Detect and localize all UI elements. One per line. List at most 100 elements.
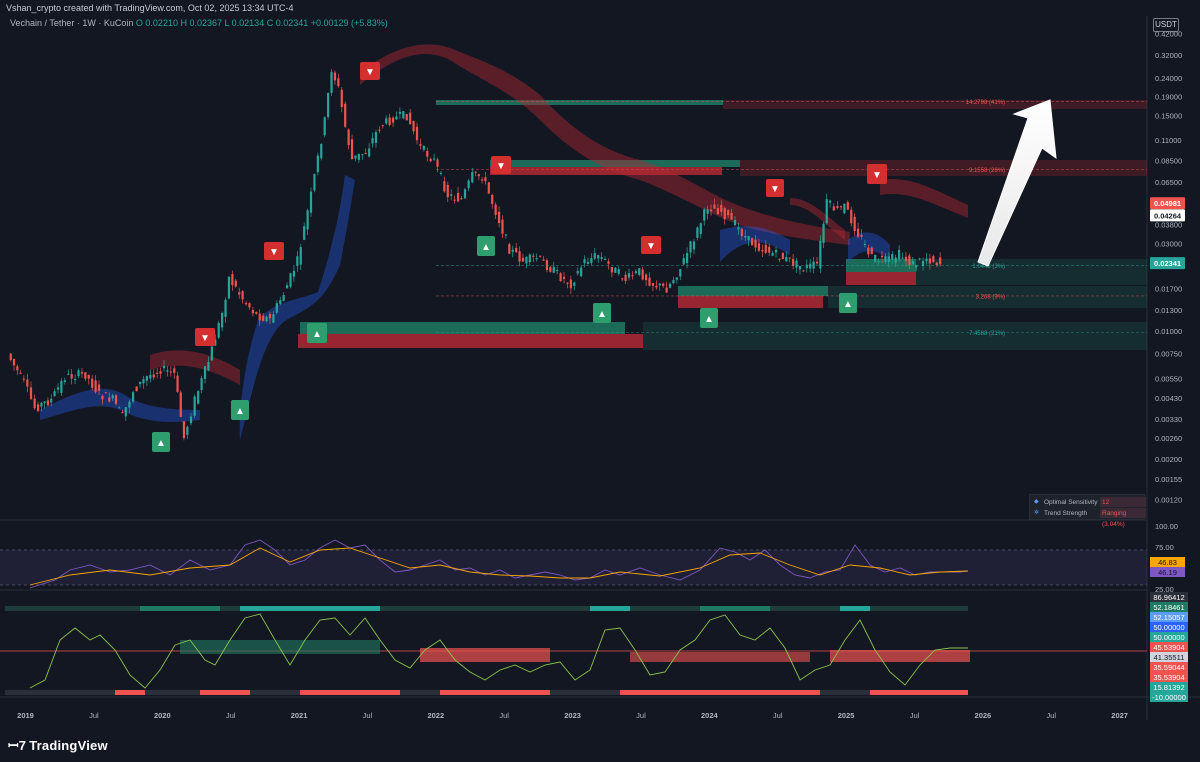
candle-body (217, 322, 220, 338)
candle-body (446, 184, 449, 198)
x-tick-label: Jul (226, 711, 236, 720)
candle-body (272, 314, 275, 323)
candle-body (234, 280, 237, 287)
candle-body (860, 234, 863, 237)
currency-button[interactable]: USDT (1153, 18, 1179, 32)
candle-body (378, 129, 381, 131)
candle-body (747, 236, 750, 241)
candle-body (200, 378, 203, 391)
candle-body (251, 310, 254, 314)
target-label: 7.4588 (21%) (969, 331, 1005, 337)
x-tick-label: Jul (1046, 711, 1056, 720)
candle-body (193, 396, 196, 416)
candle-body (471, 172, 474, 183)
candle-body (720, 204, 723, 212)
candle-body (805, 264, 808, 269)
candle-body (26, 379, 29, 387)
candle-body (696, 227, 699, 238)
blue-cloud-2024a (720, 226, 790, 262)
osc-tag-label: 50.00000 (1153, 623, 1184, 632)
candle-body (426, 150, 429, 157)
candle-body (761, 249, 764, 252)
x-tick-label: Jul (363, 711, 373, 720)
candle-body (658, 283, 661, 286)
x-tick-label: Jul (636, 711, 646, 720)
optimal-sensitivity-value: 12 (1100, 497, 1146, 507)
y-tick-label: 0.19000 (1155, 93, 1182, 102)
trend-strength-label: Trend Strength (1044, 510, 1088, 517)
candle-body (901, 257, 904, 259)
tradingview-brand: TradingView (29, 738, 108, 753)
symbol-title[interactable]: Vechain / Tether · 1W · KuCoin (10, 18, 134, 28)
candle-body (262, 315, 265, 321)
candle-body (135, 386, 138, 392)
svg-text:▼: ▼ (365, 67, 375, 78)
candle-body (627, 273, 631, 278)
y-tick-label: 0.03000 (1155, 239, 1182, 248)
sell-marker: ▼ (641, 236, 661, 254)
candle-body (781, 252, 784, 259)
candle-body (744, 236, 747, 238)
zone-demand-a (490, 160, 740, 167)
candle-body (798, 265, 802, 270)
zone-supply-b (678, 296, 823, 308)
candle-body (368, 148, 371, 157)
candle-body (231, 273, 234, 286)
candle-body (538, 255, 542, 257)
candle-body (542, 259, 545, 261)
rsi-tag (1150, 567, 1185, 577)
tradingview-logo[interactable]: ꟷ7 TradingView (8, 736, 108, 754)
indicator-settings-panel[interactable]: ◆ Optimal Sensitivity 12 ✲ Trend Strengt… (1029, 494, 1146, 528)
candle-body (788, 257, 791, 259)
candle-body (556, 270, 559, 272)
candle-body (224, 299, 227, 317)
candle-body (12, 358, 16, 366)
candle-body (179, 392, 182, 417)
target-label: 1.0448 (3%) (972, 264, 1005, 270)
candle-body (590, 258, 593, 264)
candle-body (638, 268, 641, 275)
smc-zones (298, 100, 1147, 350)
candle-body (111, 395, 114, 399)
candle-body (173, 368, 176, 373)
candle-body (94, 380, 97, 393)
candle-body (939, 257, 942, 265)
candle-body (576, 271, 579, 274)
osc-tag (1150, 642, 1188, 652)
candle-body (43, 401, 46, 404)
buy-marker: ▲ (839, 293, 857, 313)
candle-body (815, 261, 819, 264)
osc-tag-label: 41.35511 (1154, 653, 1185, 662)
candle-body (829, 200, 832, 203)
optimal-sensitivity-label: Optimal Sensitivity (1044, 499, 1098, 506)
candle-body (692, 241, 696, 250)
osc-tag-label: -10.00000 (1152, 693, 1186, 702)
candle-body (617, 269, 620, 274)
buy-marker: ▲ (152, 432, 170, 452)
candle-body (887, 256, 890, 262)
zone-target-26 (740, 160, 1147, 176)
candle-body (381, 125, 384, 127)
candle-body (552, 266, 555, 273)
osc-line (29, 613, 968, 689)
optimal-sensitivity-row: ◆ Optimal Sensitivity 12 (1034, 497, 1146, 508)
candle-body (405, 114, 408, 121)
x-tick-label: 2023 (564, 711, 581, 720)
candle-body (733, 220, 737, 226)
candle-body (182, 421, 186, 439)
candle-body (337, 78, 340, 87)
red-cloud-right (790, 198, 845, 240)
candle-body (9, 353, 12, 361)
candle-body (132, 392, 135, 402)
candle-body (371, 138, 374, 144)
candle-body (880, 255, 884, 258)
candle-body (265, 316, 268, 322)
candle-body (80, 372, 84, 374)
candle-body (467, 180, 470, 189)
candle-body (306, 210, 309, 230)
candle-body (836, 206, 839, 208)
candle-body (419, 144, 422, 146)
candle-body (114, 395, 118, 404)
candle-body (655, 285, 658, 288)
